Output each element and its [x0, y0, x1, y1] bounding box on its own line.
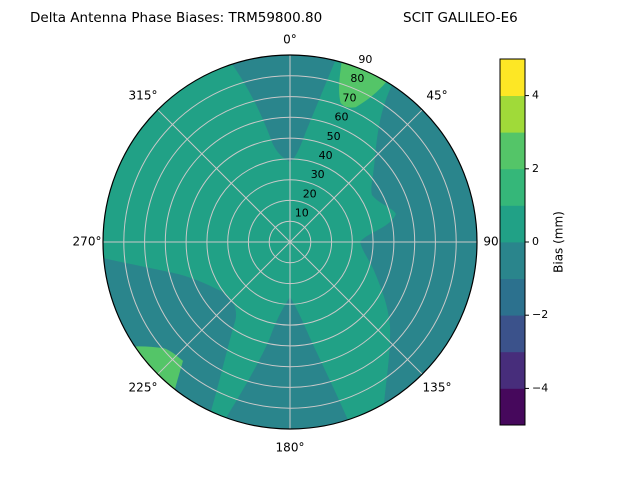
colorbar-tick-labels: 4 2 0 −2 −4 [532, 89, 548, 395]
colorbar-band-6 [500, 168, 525, 206]
polar-plot-area: 0° 45° 90° 135° 180° 225° 270° 315° 10 2… [73, 33, 505, 455]
radial-tick-30: 30 [311, 168, 325, 181]
colorbar-band-2 [500, 315, 525, 353]
colorbar-band-5 [500, 205, 525, 243]
angular-tick-90: 90° [483, 235, 504, 249]
radial-tick-80: 80 [350, 72, 364, 85]
radial-tick-40: 40 [319, 149, 333, 162]
colorbar-band-4 [500, 242, 525, 279]
colorbar-axis-label: Bias (mm) [552, 211, 566, 273]
colorbar-tick-neg4: −4 [532, 381, 548, 394]
angular-tick-0: 0° [283, 33, 297, 47]
colorbar-bands [500, 59, 525, 426]
colorbar-band-0 [500, 388, 525, 426]
angular-tick-270: 270° [73, 235, 102, 249]
polar-grid [103, 55, 477, 429]
radial-tick-50: 50 [327, 130, 341, 143]
radial-tick-20: 20 [303, 187, 317, 200]
angular-tick-180: 180° [276, 441, 305, 455]
angular-tick-45: 45° [426, 89, 447, 103]
contour-region-teal-top [232, 55, 336, 162]
colorbar-band-7 [500, 132, 525, 170]
colorbar-band-3 [500, 278, 525, 316]
colorbar-tick-neg2: −2 [532, 308, 548, 321]
colorbar-tick-2: 2 [532, 162, 539, 175]
colorbar-ticks [525, 95, 529, 389]
chart-subtitle: SCIT GALILEO-E6 [403, 10, 518, 26]
radial-tick-70: 70 [343, 91, 357, 104]
colorbar-band-9 [500, 59, 525, 96]
angular-tick-labels: 0° 45° 90° 135° 180° 225° 270° 315° [73, 33, 505, 455]
radial-tick-labels: 10 20 30 40 50 60 70 80 90 [295, 53, 373, 220]
chart-title: Delta Antenna Phase Biases: TRM59800.80 [30, 10, 322, 26]
angular-tick-315: 315° [129, 89, 158, 103]
colorbar-tick-4: 4 [532, 89, 539, 102]
radial-tick-60: 60 [335, 111, 349, 124]
polar-boundary [102, 54, 478, 430]
colorbar-band-8 [500, 95, 525, 133]
radial-tick-10: 10 [295, 207, 309, 220]
colorbar-band-1 [500, 351, 525, 389]
angular-tick-225: 225° [129, 381, 158, 395]
angular-tick-135: 135° [423, 381, 452, 395]
radial-tick-90: 90 [358, 53, 372, 66]
colorbar: 4 2 0 −2 −4 Bias (mm) [499, 58, 566, 426]
colorbar-tick-0: 0 [532, 235, 539, 248]
